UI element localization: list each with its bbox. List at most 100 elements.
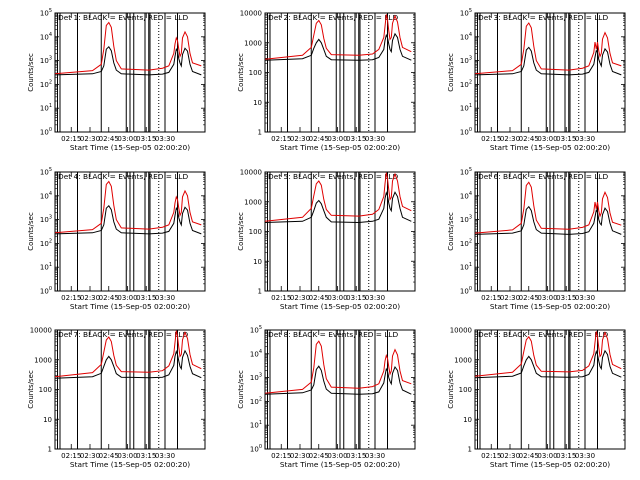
x-tick-label: 02:15 <box>481 452 501 460</box>
y-tick-label: 104 <box>250 349 262 359</box>
events-series-line <box>54 46 202 76</box>
y-tick-label: 1 <box>258 129 262 137</box>
panel-title: Det 9: BLACK = Events, RED = LLD <box>478 330 609 339</box>
lld-series-line <box>474 331 622 377</box>
lld-series-line <box>264 340 412 394</box>
y-tick-label: 10000 <box>240 10 262 18</box>
x-tick-label: 02:45 <box>519 135 539 143</box>
lld-series-line <box>474 181 622 234</box>
y-axis-label: Counts/sec <box>447 53 455 92</box>
x-tick-label: 02:15 <box>61 452 81 460</box>
panel-title: Det 3: BLACK = Events, RED = LLD <box>478 13 609 22</box>
x-tick-label: 03:00 <box>327 135 347 143</box>
x-axis-label: Start Time (15-Sep-05 02:00:20) <box>70 302 190 311</box>
y-tick-label: 100 <box>460 286 472 296</box>
x-tick-label: 03:00 <box>327 452 347 460</box>
y-tick-label: 1000 <box>244 39 262 47</box>
x-axis-label: Start Time (15-Sep-05 02:00:20) <box>70 460 190 469</box>
x-tick-label: 03:00 <box>117 294 137 302</box>
events-series-line <box>54 205 202 235</box>
x-tick-label: 03:00 <box>117 452 137 460</box>
y-tick-label: 101 <box>40 262 52 272</box>
x-tick-label: 03:15 <box>346 294 366 302</box>
lld-series-line <box>474 22 622 75</box>
events-series-line <box>264 191 412 224</box>
panel-title: Det 7: BLACK = Events, RED = LLD <box>58 330 189 339</box>
x-tick-label: 02:30 <box>290 135 310 143</box>
x-tick-label: 02:15 <box>271 135 291 143</box>
x-tick-label: 02:15 <box>481 294 501 302</box>
y-tick-label: 103 <box>40 215 52 225</box>
y-axis-label: Counts/sec <box>447 370 455 409</box>
y-tick-label: 105 <box>40 8 52 18</box>
panel-title: Det 1: BLACK = Events, RED = LLD <box>58 13 189 22</box>
x-tick-label: 02:30 <box>290 294 310 302</box>
y-tick-label: 100 <box>459 386 472 394</box>
y-tick-label: 1000 <box>244 198 262 206</box>
panel-title: Det 4: BLACK = Events, RED = LLD <box>58 172 189 181</box>
x-tick-label: 03:15 <box>556 135 576 143</box>
y-tick-label: 100 <box>40 286 52 296</box>
events-series-line <box>474 349 622 379</box>
y-axis-label: Counts/sec <box>237 53 245 92</box>
lld-series-line <box>264 14 412 60</box>
y-tick-label: 103 <box>250 373 262 383</box>
x-tick-label: 02:30 <box>80 452 100 460</box>
detector-panel: Det 7: BLACK = Events, RED = LLD 1 10 100 10… <box>27 327 206 469</box>
y-axis-label: Counts/sec <box>447 212 455 251</box>
y-tick-label: 102 <box>460 79 472 89</box>
x-tick-label: 03:00 <box>117 135 137 143</box>
y-tick-label: 10 <box>43 416 52 424</box>
events-series-line <box>54 349 202 379</box>
y-tick-label: 101 <box>40 103 52 113</box>
y-tick-label: 100 <box>250 444 262 454</box>
x-tick-label: 02:15 <box>61 294 81 302</box>
y-tick-label: 100 <box>460 127 472 137</box>
x-tick-label: 03:15 <box>136 135 156 143</box>
x-axis-label: Start Time (15-Sep-05 02:00:20) <box>280 302 400 311</box>
y-tick-label: 1 <box>48 446 52 454</box>
y-axis-label: Counts/sec <box>27 212 35 251</box>
detector-panel: Det 1: BLACK = Events, RED = LLD 100 101 10… <box>27 8 206 152</box>
detector-panel: Det 4: BLACK = Events, RED = LLD 100 101 10… <box>27 167 206 311</box>
x-tick-label: 03:15 <box>136 452 156 460</box>
x-tick-label: 02:15 <box>271 294 291 302</box>
panel-title: Det 8: BLACK = Events, RED = LLD <box>268 330 399 339</box>
y-tick-label: 103 <box>40 56 52 66</box>
y-tick-label: 102 <box>40 238 52 248</box>
y-tick-label: 104 <box>460 32 472 42</box>
y-tick-label: 101 <box>460 103 472 113</box>
x-tick-label: 03:30 <box>575 135 595 143</box>
x-axis-label: Start Time (15-Sep-05 02:00:20) <box>70 143 190 152</box>
x-tick-label: 03:30 <box>365 452 385 460</box>
x-axis-label: Start Time (15-Sep-05 02:00:20) <box>490 460 610 469</box>
y-tick-label: 105 <box>250 325 262 335</box>
x-tick-label: 02:30 <box>290 452 310 460</box>
detector-panel: Det 9: BLACK = Events, RED = LLD 1 10 100 10… <box>447 327 626 469</box>
x-tick-label: 02:45 <box>519 452 539 460</box>
y-tick-label: 10000 <box>450 327 472 335</box>
x-tick-label: 02:45 <box>309 452 329 460</box>
y-tick-label: 101 <box>250 420 262 430</box>
x-tick-label: 02:45 <box>99 294 119 302</box>
panel-title: Det 5: BLACK = Events, RED = LLD <box>268 172 399 181</box>
y-tick-label: 101 <box>460 262 472 272</box>
y-tick-label: 103 <box>460 215 472 225</box>
x-axis-label: Start Time (15-Sep-05 02:00:20) <box>280 460 400 469</box>
x-tick-label: 03:15 <box>136 294 156 302</box>
events-series-line <box>474 205 622 235</box>
x-tick-label: 03:30 <box>365 294 385 302</box>
detector-panel: Det 3: BLACK = Events, RED = LLD 100 101 10… <box>447 8 626 152</box>
x-tick-label: 03:00 <box>537 452 557 460</box>
y-tick-label: 1 <box>258 288 262 296</box>
y-tick-label: 100 <box>249 228 262 236</box>
x-tick-label: 02:45 <box>519 294 539 302</box>
x-tick-label: 02:45 <box>99 135 119 143</box>
lld-series-line <box>54 180 202 234</box>
x-tick-label: 02:15 <box>61 135 81 143</box>
x-tick-label: 03:00 <box>537 135 557 143</box>
x-tick-label: 02:45 <box>309 294 329 302</box>
detector-panel: Det 5: BLACK = Events, RED = LLD 1 10 100 10… <box>237 169 416 311</box>
y-tick-label: 104 <box>40 32 52 42</box>
